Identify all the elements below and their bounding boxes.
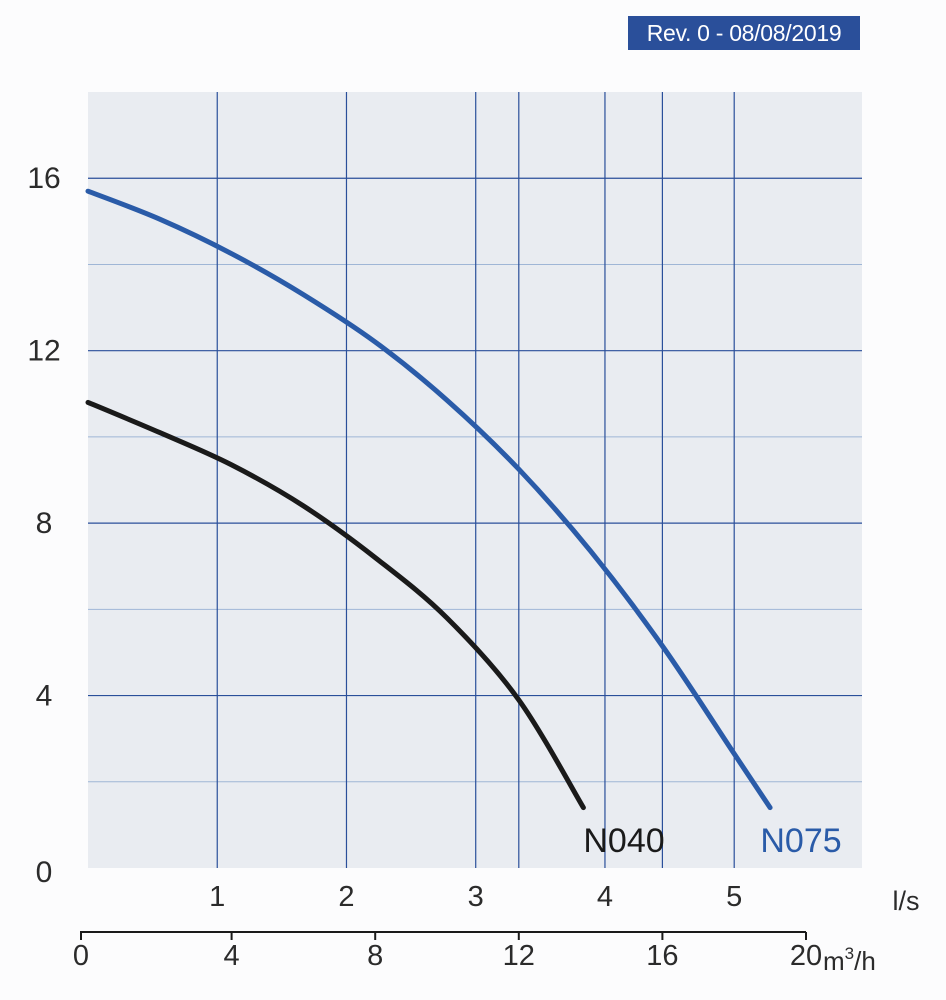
m3h-tick-label: 12 xyxy=(503,940,535,972)
series-line-n040 xyxy=(85,399,586,811)
ls-tick-label: 4 xyxy=(597,881,613,913)
y-tick-label: 12 xyxy=(27,335,60,368)
ls-tick-label: 2 xyxy=(338,881,354,913)
series-label-n075: N075 xyxy=(760,822,841,860)
major-gridlines xyxy=(88,92,862,868)
ls-tick-label: 5 xyxy=(726,881,742,913)
series-lines xyxy=(85,188,773,811)
y-tick-label: 16 xyxy=(27,162,60,195)
y-tick-label: 4 xyxy=(36,680,53,713)
series-label-n040: N040 xyxy=(583,822,664,860)
m3h-tick-label: 16 xyxy=(646,940,678,972)
m3h-unit-base: m xyxy=(823,946,845,976)
series-line-n075 xyxy=(85,188,773,811)
y-tick-label: 8 xyxy=(36,507,53,540)
m3h-tick-label: 4 xyxy=(224,940,240,972)
y-axis-ticks: 0 4 8 12 16 xyxy=(27,162,60,889)
m3h-axis: 0 4 8 12 16 20 m3/h xyxy=(73,931,876,976)
ls-axis-ticks: 1 2 3 4 5 l/s xyxy=(209,881,919,916)
m3h-unit-tail: /h xyxy=(854,946,876,976)
y-tick-label: 0 xyxy=(36,856,53,889)
revision-badge: Rev. 0 - 08/08/2019 xyxy=(628,16,860,50)
ls-unit-label: l/s xyxy=(893,886,920,916)
m3h-tick-label: 20 xyxy=(790,940,822,972)
m3h-tick-label: 8 xyxy=(367,940,383,972)
m3h-unit-superscript: 3 xyxy=(845,944,854,963)
ls-tick-label: 1 xyxy=(209,881,225,913)
series-labels: N040 N075 xyxy=(583,822,841,860)
plot-area xyxy=(88,92,862,868)
m3h-tick-label: 0 xyxy=(73,940,89,972)
m3h-unit-label: m3/h xyxy=(823,944,876,976)
ls-tick-label: 3 xyxy=(468,881,484,913)
